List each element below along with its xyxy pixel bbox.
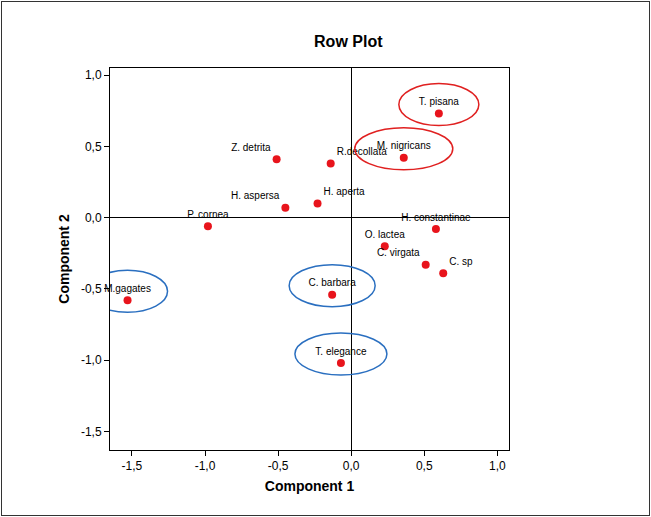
svg-text:C. virgata: C. virgata xyxy=(377,247,420,258)
svg-text:Z. detrita: Z. detrita xyxy=(231,142,271,153)
svg-text:H. aspersa: H. aspersa xyxy=(231,190,280,201)
svg-text:O. lactea: O. lactea xyxy=(365,229,405,240)
svg-text:Component 2: Component 2 xyxy=(56,214,72,304)
svg-text:0,0: 0,0 xyxy=(85,211,102,225)
svg-text:0,0: 0,0 xyxy=(343,459,360,473)
svg-text:H. constantinae: H. constantinae xyxy=(401,212,471,223)
svg-text:C. sp: C. sp xyxy=(449,256,473,267)
svg-text:M. nigricans: M. nigricans xyxy=(377,140,431,151)
svg-text:Row Plot: Row Plot xyxy=(314,33,383,50)
svg-text:1,0: 1,0 xyxy=(489,459,506,473)
svg-text:-1,0: -1,0 xyxy=(195,459,216,473)
svg-text:-1,5: -1,5 xyxy=(81,425,102,439)
svg-text:0,5: 0,5 xyxy=(416,459,433,473)
svg-text:T. pisana: T. pisana xyxy=(419,96,459,107)
svg-text:T. elegance: T. elegance xyxy=(315,346,367,357)
svg-text:0,5: 0,5 xyxy=(85,140,102,154)
svg-text:R.decollata: R.decollata xyxy=(337,146,387,157)
svg-text:-0,5: -0,5 xyxy=(268,459,289,473)
svg-text:M.gagates: M.gagates xyxy=(104,283,151,294)
svg-text:-0,5: -0,5 xyxy=(81,282,102,296)
svg-text:H. aperta: H. aperta xyxy=(324,186,366,197)
svg-text:1,0: 1,0 xyxy=(85,68,102,82)
svg-text:P. cornea: P. cornea xyxy=(187,209,229,220)
svg-text:C. barbara: C. barbara xyxy=(309,277,357,288)
svg-text:Component 1: Component 1 xyxy=(265,478,355,494)
svg-text:-1,0: -1,0 xyxy=(81,353,102,367)
svg-text:-1,5: -1,5 xyxy=(122,459,143,473)
